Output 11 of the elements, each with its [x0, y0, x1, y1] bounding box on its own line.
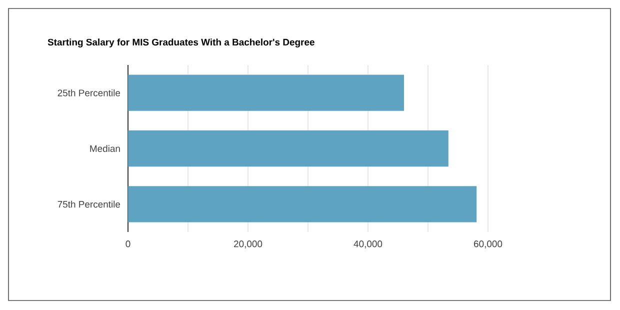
chart-title: Starting Salary for MIS Graduates With a Bachelor's Degree	[48, 38, 314, 48]
bar	[128, 130, 448, 167]
x-tick-label: 0	[126, 240, 130, 248]
bar	[128, 186, 477, 222]
y-tick-label: Median	[90, 145, 120, 152]
y-tick-label: 75th Percentile	[58, 200, 120, 208]
y-tick-label: 25th Percentile	[58, 89, 120, 96]
x-tick-label: 40,000	[354, 240, 382, 248]
bar	[128, 74, 404, 111]
x-tick-label: 60,000	[474, 240, 502, 248]
x-tick-label: 20,000	[234, 240, 262, 248]
